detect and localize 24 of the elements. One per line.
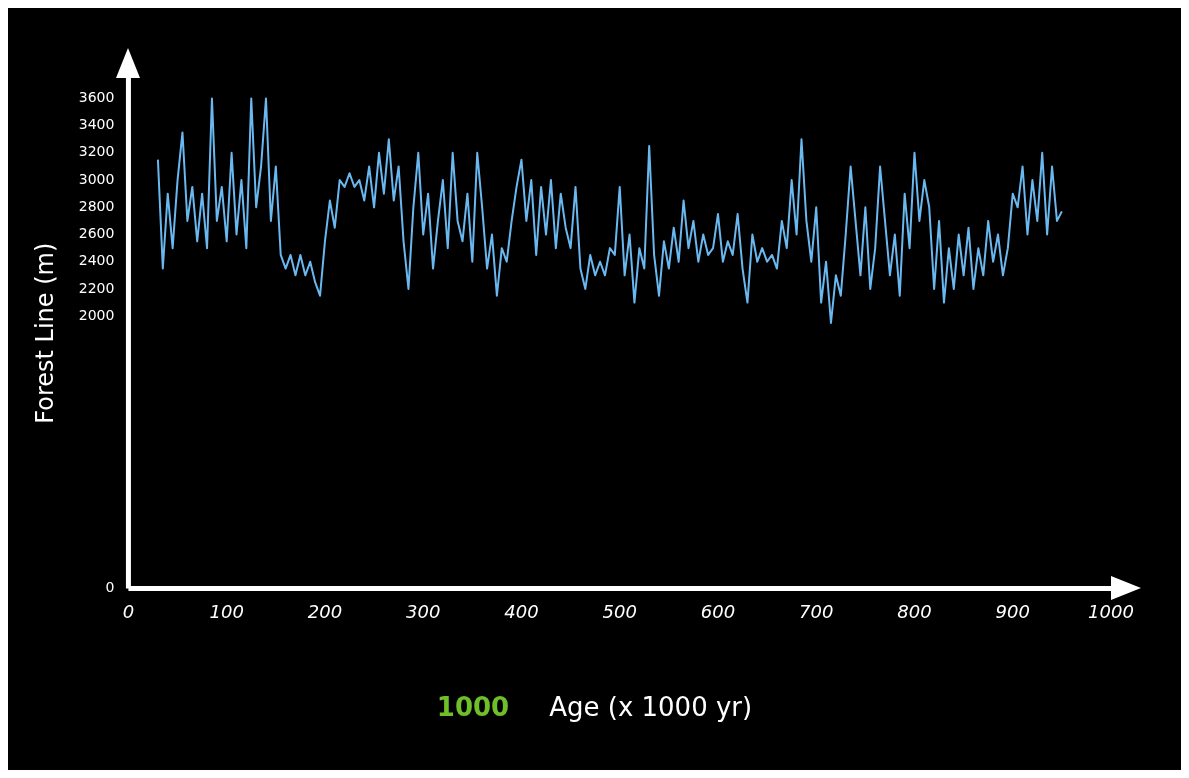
x-tick-label: 200: [307, 600, 343, 622]
y-tick-label: 2200: [78, 279, 115, 296]
x-tick-label: 100: [209, 600, 244, 622]
y-tick-label: 2800: [78, 197, 115, 214]
x-tick-label: 900: [995, 600, 1030, 622]
text: 1000: [436, 692, 510, 722]
y-tick-label: 2600: [78, 225, 115, 242]
y-tick-label: 2400: [78, 252, 115, 269]
y-tick-label: 3000: [78, 170, 115, 187]
x-tick-label: 1000: [1088, 600, 1134, 622]
x-tick-label: 600: [700, 600, 736, 622]
x-tick-label: 500: [602, 600, 637, 622]
y-tick-label: 2000: [78, 306, 115, 323]
y-tick-label: 3400: [78, 116, 115, 133]
x-tick-label: 700: [799, 600, 834, 622]
x-tick-label: 0: [122, 600, 135, 622]
y-tick-label: 3200: [78, 143, 115, 160]
y-axis-title: Forest Line (m): [30, 242, 59, 424]
x-axis-title: Age (x 1000 yr): [549, 692, 753, 722]
x-tick-label: 300: [406, 600, 441, 622]
y-tick-label: 3600: [78, 89, 115, 106]
y-tick-label: 0: [105, 579, 115, 596]
x-tick-label: 400: [504, 600, 539, 622]
x-tick-label: 800: [897, 600, 932, 622]
